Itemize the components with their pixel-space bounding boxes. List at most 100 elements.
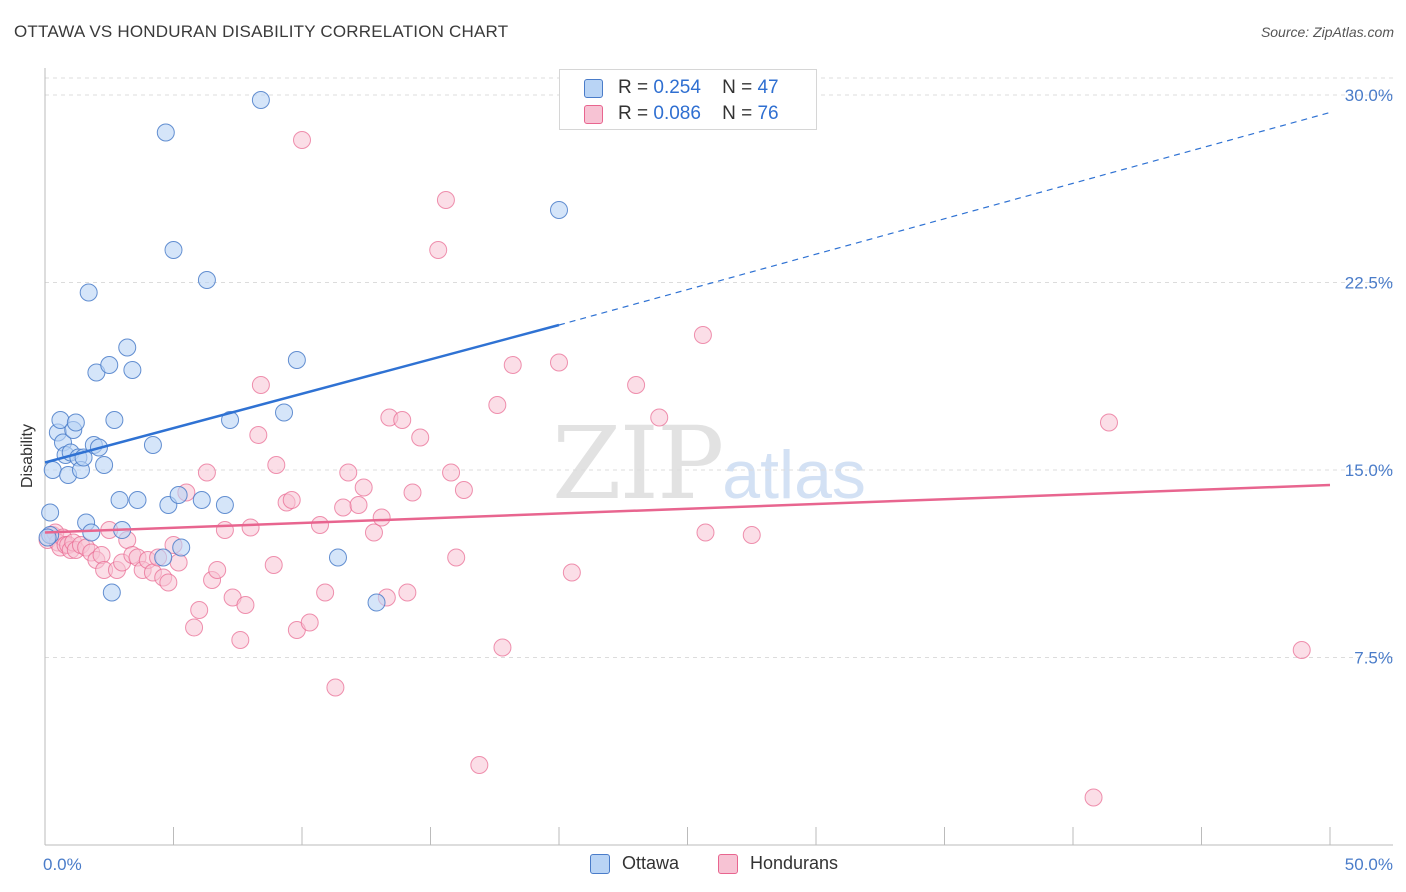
hondurans-point [1099, 413, 1118, 432]
ottawa-point [143, 436, 162, 454]
ottawa-point [550, 201, 568, 219]
hondurans-point [293, 131, 311, 149]
ottawa-point [95, 456, 114, 474]
ottawa-point [100, 356, 119, 374]
ottawa-swatch [584, 78, 603, 98]
hondurans-point [169, 553, 188, 572]
hondurans-point [503, 356, 522, 374]
trend-lines [44, 111, 1331, 534]
ottawa-point [328, 548, 347, 567]
ottawa-points [38, 91, 568, 612]
source-label: Source: ZipAtlas.com [1260, 24, 1394, 40]
hondurans-point [1084, 788, 1103, 807]
y-tick-label: 7.5% [1354, 649, 1393, 668]
hondurans-point [339, 463, 358, 482]
ottawa-point [215, 496, 234, 514]
hondurans-point [493, 638, 512, 657]
watermark-zip: ZIP [552, 405, 724, 522]
hondurans-point [627, 376, 646, 394]
watermark: ZIPatlas [552, 405, 866, 522]
hondurans-point [429, 241, 448, 259]
r-value: 0.086 [653, 103, 701, 124]
hondurans-point [442, 463, 461, 482]
ottawa-trend-extension [558, 111, 1331, 326]
hondurans-point [349, 496, 368, 514]
ottawa-point [164, 241, 183, 259]
axes [44, 68, 1393, 846]
hondurans-point [159, 573, 178, 592]
hondurans-point [696, 523, 715, 542]
ottawa-point [251, 91, 270, 109]
ottawa-legend-swatch [590, 854, 610, 874]
y-tick-label: 30.0% [1345, 86, 1393, 105]
n-label: N = [722, 103, 753, 124]
ottawa-point [172, 538, 191, 557]
hondurans-point [208, 561, 227, 579]
n-label: N = [722, 77, 753, 98]
hondurans-point [454, 481, 473, 499]
hondurans-point [372, 508, 391, 527]
ottawa-point [110, 491, 129, 509]
hondurans-point [411, 428, 430, 447]
ottawa-point [105, 411, 124, 429]
legend-label-hondurans: Hondurans [750, 853, 839, 873]
ottawa-point [79, 283, 98, 302]
hondurans-point [447, 548, 466, 567]
r-value: 0.254 [653, 77, 701, 98]
hondurans-point [300, 613, 319, 632]
hondurans-point [470, 756, 489, 774]
hondurans-point [650, 408, 669, 427]
r-label: R = [618, 103, 649, 124]
hondurans-point [364, 523, 383, 542]
hondurans-point [241, 518, 260, 537]
r-label: R = [618, 77, 649, 98]
hondurans-point [185, 618, 204, 637]
ottawa-point [41, 503, 60, 522]
ottawa-point [118, 338, 137, 357]
watermark-atlas: atlas [722, 437, 866, 513]
hondurans-point [1292, 641, 1311, 659]
hondurans-point [231, 631, 250, 649]
ottawa-point [367, 593, 386, 612]
hondurans-swatch [584, 104, 603, 124]
hondurans-point [326, 678, 345, 697]
hondurans-point [742, 526, 761, 544]
hondurans-point [267, 456, 286, 474]
hondurans-point [488, 396, 507, 414]
hondurans-point [562, 563, 581, 582]
n-value: 47 [757, 77, 779, 98]
ottawa-point [66, 413, 85, 432]
legend-text-ottawa: R = 0.254 N = 47 [618, 77, 779, 99]
n-value: 76 [757, 103, 779, 124]
hondurans-point [334, 498, 353, 517]
ottawa-point [192, 491, 211, 509]
ottawa-point [169, 486, 188, 504]
hondurans-point [550, 353, 568, 372]
ottawa-trend-line [44, 323, 560, 464]
ottawa-point [154, 548, 173, 567]
x-tick-label: 50.0% [1345, 855, 1393, 874]
chart-title: OTTAWA VS HONDURAN DISABILITY CORRELATIO… [14, 22, 509, 41]
hondurans-point [215, 521, 234, 539]
hondurans-point [282, 491, 301, 509]
ottawa-point [82, 523, 101, 542]
hondurans-point [403, 483, 422, 502]
hondurans-point [236, 596, 255, 614]
ottawa-point [156, 123, 175, 142]
hondurans-point [310, 516, 329, 534]
hondurans-point [190, 601, 209, 619]
x-tick-label: 0.0% [43, 855, 82, 874]
hondurans-point [436, 191, 455, 209]
hondurans-legend-swatch [718, 854, 738, 874]
ottawa-point [197, 271, 216, 289]
tick-labels: 7.5% 15.0% 22.5% 30.0% 0.0% 50.0% [43, 86, 1393, 874]
legend-label-ottawa: Ottawa [622, 853, 680, 873]
hondurans-point [92, 546, 111, 564]
hondurans-trend-line [44, 483, 1331, 534]
hondurans-point [197, 463, 216, 482]
ottawa-point [287, 351, 306, 369]
ottawa-point [43, 461, 62, 479]
legend-text-hondurans: R = 0.086 N = 76 [618, 103, 779, 125]
y-tick-label: 22.5% [1345, 274, 1393, 293]
